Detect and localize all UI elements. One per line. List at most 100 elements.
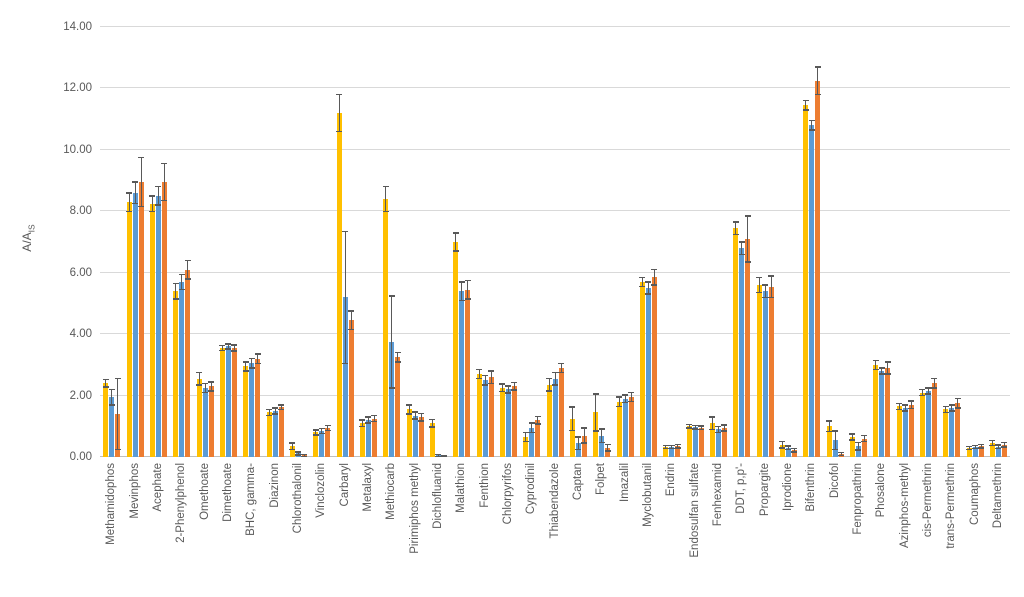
error-bar-cap [925,393,932,395]
error-bar-cap [178,273,185,275]
error-bar-cap [435,455,442,457]
error-bar-cap [464,298,471,300]
error-bar-line [817,66,819,95]
x-category-label: Dimethoate [221,463,234,522]
error-bar-cap [295,451,302,453]
error-bar-cap [336,93,342,96]
error-bar-cap [575,436,582,438]
error-bar-cap [208,390,214,392]
error-bar-line [151,195,153,212]
error-bar-cap [342,362,348,365]
error-bar-cap [458,299,465,302]
error-bar-cap [989,444,996,447]
error-bar-cap [791,447,798,450]
error-bar-line [554,372,556,385]
error-bar-line [210,381,212,391]
error-bar-cap [505,385,512,387]
error-bar-line [641,277,643,287]
y-tick-label: 6.00 [69,266,92,279]
error-bar-cap [569,406,576,408]
error-bar-cap [558,371,564,374]
error-bar-cap [686,427,692,429]
error-bar-cap [878,367,885,369]
error-bar-cap [242,361,249,363]
error-bar-cap [132,181,138,183]
error-bar-cap [972,444,978,447]
error-bar-cap [995,447,1002,450]
bar-series-1 [103,383,109,457]
error-bar-line [467,280,469,299]
error-bar-line [344,231,346,364]
error-bar-cap [359,425,366,428]
error-bar-line [764,285,766,298]
bar-series-2 [949,407,955,457]
error-bar-cap [254,362,261,365]
x-category-label: Coumaphos [968,463,981,526]
error-bar-cap [581,427,588,429]
error-bar-line [758,277,760,293]
error-bar-cap [488,382,494,385]
error-bar-cap [662,444,669,447]
bar-series-3 [768,286,774,457]
error-bar-cap [546,377,552,380]
bar-series-3 [535,420,541,457]
bar-series-2 [202,387,208,457]
x-category-label: Omethoate [198,463,211,520]
error-bar-cap [499,383,506,385]
x-category-label: Myclobutanil [641,463,654,527]
x-category-label: Chlorothalonil [291,463,304,534]
error-bar-cap [552,371,558,374]
error-bar-line [227,343,229,349]
error-bar-cap [715,425,722,428]
error-bar-line [157,186,159,206]
error-bar-cap [242,370,249,372]
x-category-label: trans-Permethrin [945,463,958,549]
error-bar-line [198,372,200,385]
error-bar-cap [114,377,121,380]
error-bar-cap [371,414,378,417]
error-bar-cap [908,407,914,410]
y-tick-label: 0.00 [69,451,92,463]
error-bar-line [857,442,859,450]
bar-series-1 [663,447,669,457]
error-bar-line [741,242,743,255]
bar-series-1 [593,412,599,457]
bar-series-2 [529,427,535,457]
error-bar-cap [441,454,448,457]
error-bar-cap [768,275,774,277]
error-bar-cap [995,444,1002,446]
bar-series-2 [879,371,885,457]
error-bar-cap [878,373,885,375]
bar-series-1 [943,409,949,457]
error-bar-line [321,428,323,434]
error-bar-cap [412,418,418,420]
error-bar-cap [674,447,681,449]
error-bar-cap [406,413,412,415]
bar-series-2 [715,429,721,457]
error-bar-line [974,445,976,449]
bar-series-1 [733,228,739,457]
error-bar-line [181,274,183,290]
error-bar-line [951,404,953,411]
error-bar-cap [388,387,395,389]
error-bar-cap [779,440,786,443]
error-bar-cap [628,400,634,403]
error-bar-line [904,404,906,411]
error-bar-line [834,430,836,450]
gridline [100,271,1010,273]
error-bar-cap [184,278,191,280]
error-bar-line [671,445,673,449]
error-bar-cap [149,210,156,213]
error-bar-cap [476,368,482,371]
error-bar-line [717,426,719,433]
error-bar-line [111,389,113,405]
bar-series-3 [465,289,471,457]
error-bar-line [1003,442,1005,448]
error-bar-cap [318,432,325,435]
error-bar-line [257,354,259,364]
bar-series-1 [849,437,855,457]
x-category-label: Fenthion [478,463,491,508]
error-bar-cap [126,192,132,194]
bar-series-3 [371,418,377,457]
error-bar-cap [114,448,121,451]
